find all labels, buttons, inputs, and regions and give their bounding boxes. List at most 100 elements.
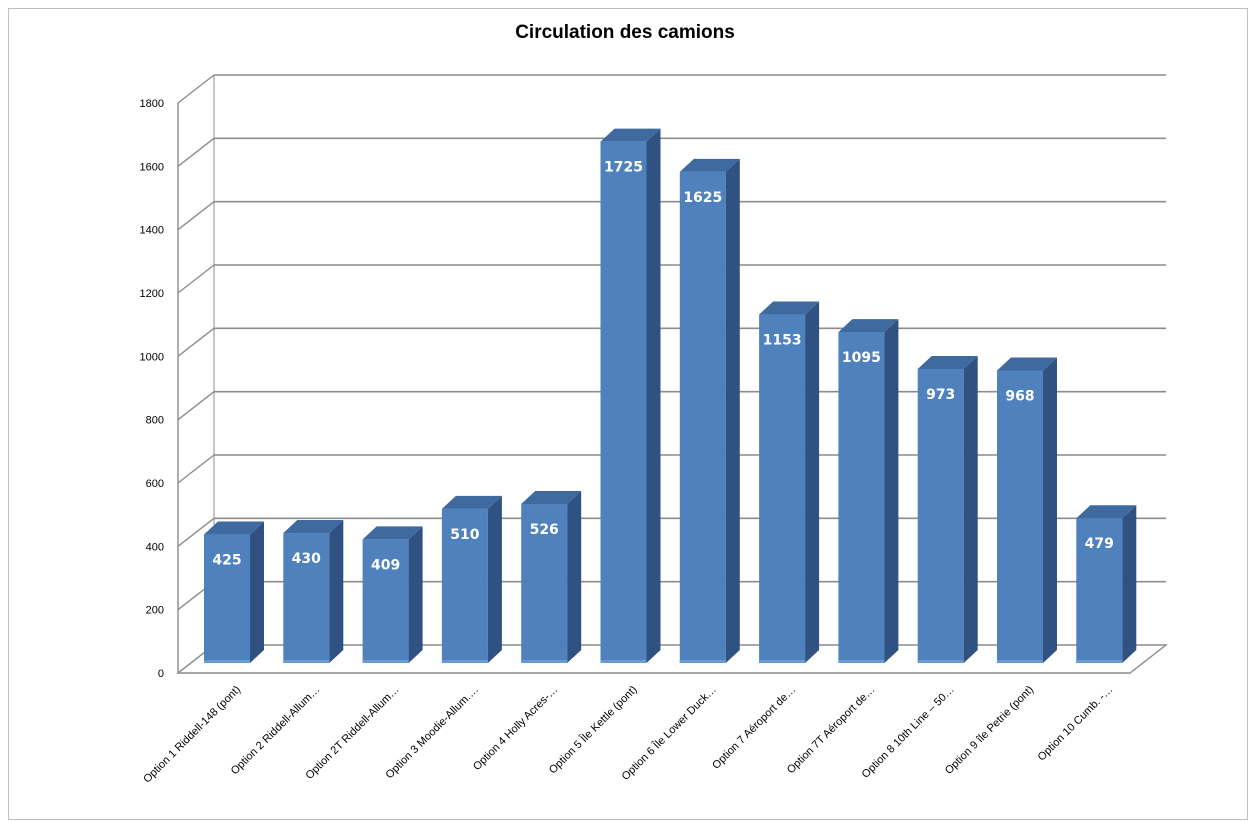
y-tick-label: 600: [146, 478, 164, 490]
data-label: 1725: [604, 160, 643, 176]
bar-top: [521, 491, 582, 505]
bar: [997, 357, 1057, 663]
category-label: Option 7T Aéroport de…: [785, 684, 878, 777]
data-label: 1153: [763, 333, 802, 349]
y-tick-label: 800: [146, 415, 164, 427]
bar: [759, 301, 820, 663]
bar-side: [725, 158, 740, 663]
bar-front: [838, 332, 885, 663]
category-label: Option 8 10th Line – 50…: [860, 684, 957, 781]
gridline-side: [177, 391, 215, 421]
data-label: 479: [1085, 536, 1114, 552]
bars: 425 430 409 510 526 1725 1625 1153 1095 973 968 479: [204, 128, 1137, 663]
bar-side: [408, 526, 423, 663]
y-tick-label: 1200: [140, 288, 164, 300]
bar-top: [441, 495, 502, 509]
bar-front: [204, 534, 250, 663]
chart-title: Circulation des camions: [515, 22, 735, 43]
bar-side: [646, 128, 661, 663]
category-label: Option 7 Aéroport de…: [710, 684, 798, 772]
bar-side: [329, 520, 344, 663]
category-label: Option 4 Holly Acres-…: [471, 684, 560, 773]
data-label: 526: [530, 522, 559, 538]
bar: [917, 355, 978, 663]
bar: [521, 491, 582, 663]
bar-base-highlight: [362, 660, 409, 663]
bar-front: [521, 504, 568, 663]
bar-front: [600, 141, 647, 663]
bar-base-highlight: [204, 660, 250, 663]
bar: [838, 319, 899, 663]
category-label: Option 2 Riddell-Allum…: [229, 684, 323, 778]
category-labels: Option 1 Riddell-148 (pont)Option 2 Ridd…: [141, 683, 1115, 786]
bar-side: [963, 355, 978, 663]
bar-front: [362, 539, 409, 663]
bar-top: [679, 158, 740, 172]
bar-top: [917, 355, 978, 369]
bar-side: [1043, 357, 1057, 663]
gridline-side: [177, 201, 215, 231]
bar-side: [805, 301, 820, 663]
bar-base-highlight: [521, 660, 568, 663]
gridline-side: [177, 137, 215, 167]
data-label: 973: [926, 387, 955, 403]
y-tick-label: 400: [146, 541, 164, 553]
bar-side: [1122, 505, 1137, 663]
bar-side: [487, 495, 502, 663]
category-label: Option 2T Riddell-Allum…: [303, 684, 401, 782]
bar-front: [283, 533, 330, 663]
bar-front: [679, 171, 726, 663]
y-axis: 0 200 400 600 800 1000 1200 1400 1600 1800: [140, 98, 164, 680]
gridline-side: [177, 327, 215, 357]
bar-base-highlight: [679, 660, 726, 663]
bar-top: [1076, 505, 1137, 519]
category-label: Option 10 Cumb. -…: [1036, 684, 1116, 764]
bar-front: [441, 508, 488, 663]
bar-base-highlight: [283, 660, 330, 663]
bar-side: [250, 521, 264, 663]
bar-base-highlight: [441, 660, 488, 663]
data-label: 430: [292, 551, 321, 567]
bar-top: [838, 319, 899, 333]
gridline-side: [177, 74, 215, 104]
bar-base-highlight: [917, 660, 964, 663]
bar-top: [362, 526, 423, 540]
bar-side: [567, 491, 582, 663]
bar: [441, 495, 502, 663]
gridline-side: [177, 517, 215, 547]
gridline-side: [177, 454, 215, 484]
category-label: Option 6 Île Lower Duck…: [619, 683, 719, 783]
y-tick-label: 1800: [140, 98, 164, 110]
bar-top: [997, 357, 1057, 371]
bar-top: [283, 520, 344, 534]
y-tick-label: 1000: [140, 351, 164, 363]
category-label: Option 1 Riddell-148 (pont): [141, 684, 243, 786]
bar-top: [600, 128, 661, 142]
y-tick-label: 1400: [140, 225, 164, 237]
bar-front: [1076, 518, 1123, 663]
bar-top: [759, 301, 820, 315]
chart-floor: [175, 644, 1169, 674]
category-label: Option 3 Moodie-Allum.…: [383, 684, 481, 782]
bar: [283, 520, 344, 663]
data-label: 968: [1005, 388, 1034, 404]
category-label: Option 9 île Petrie (pont): [943, 684, 1036, 777]
y-tick-label: 1600: [140, 161, 164, 173]
bar-top: [204, 521, 264, 535]
bar-base-highlight: [759, 660, 806, 663]
bar: [1076, 505, 1137, 663]
bar-base-highlight: [600, 660, 647, 663]
y-tick-label: 200: [146, 605, 164, 617]
bar-front: [997, 370, 1043, 663]
y-tick-label: 0: [158, 668, 164, 680]
data-label: 1625: [683, 190, 722, 206]
bar-base-highlight: [838, 660, 885, 663]
gridline-side: [177, 264, 215, 294]
bar: [679, 158, 740, 663]
category-label: Option 5 Île Kettle (pont): [546, 683, 640, 777]
bar-front: [917, 368, 964, 663]
bar-side: [884, 319, 899, 663]
bar: [204, 521, 264, 663]
data-label: 409: [371, 557, 400, 573]
